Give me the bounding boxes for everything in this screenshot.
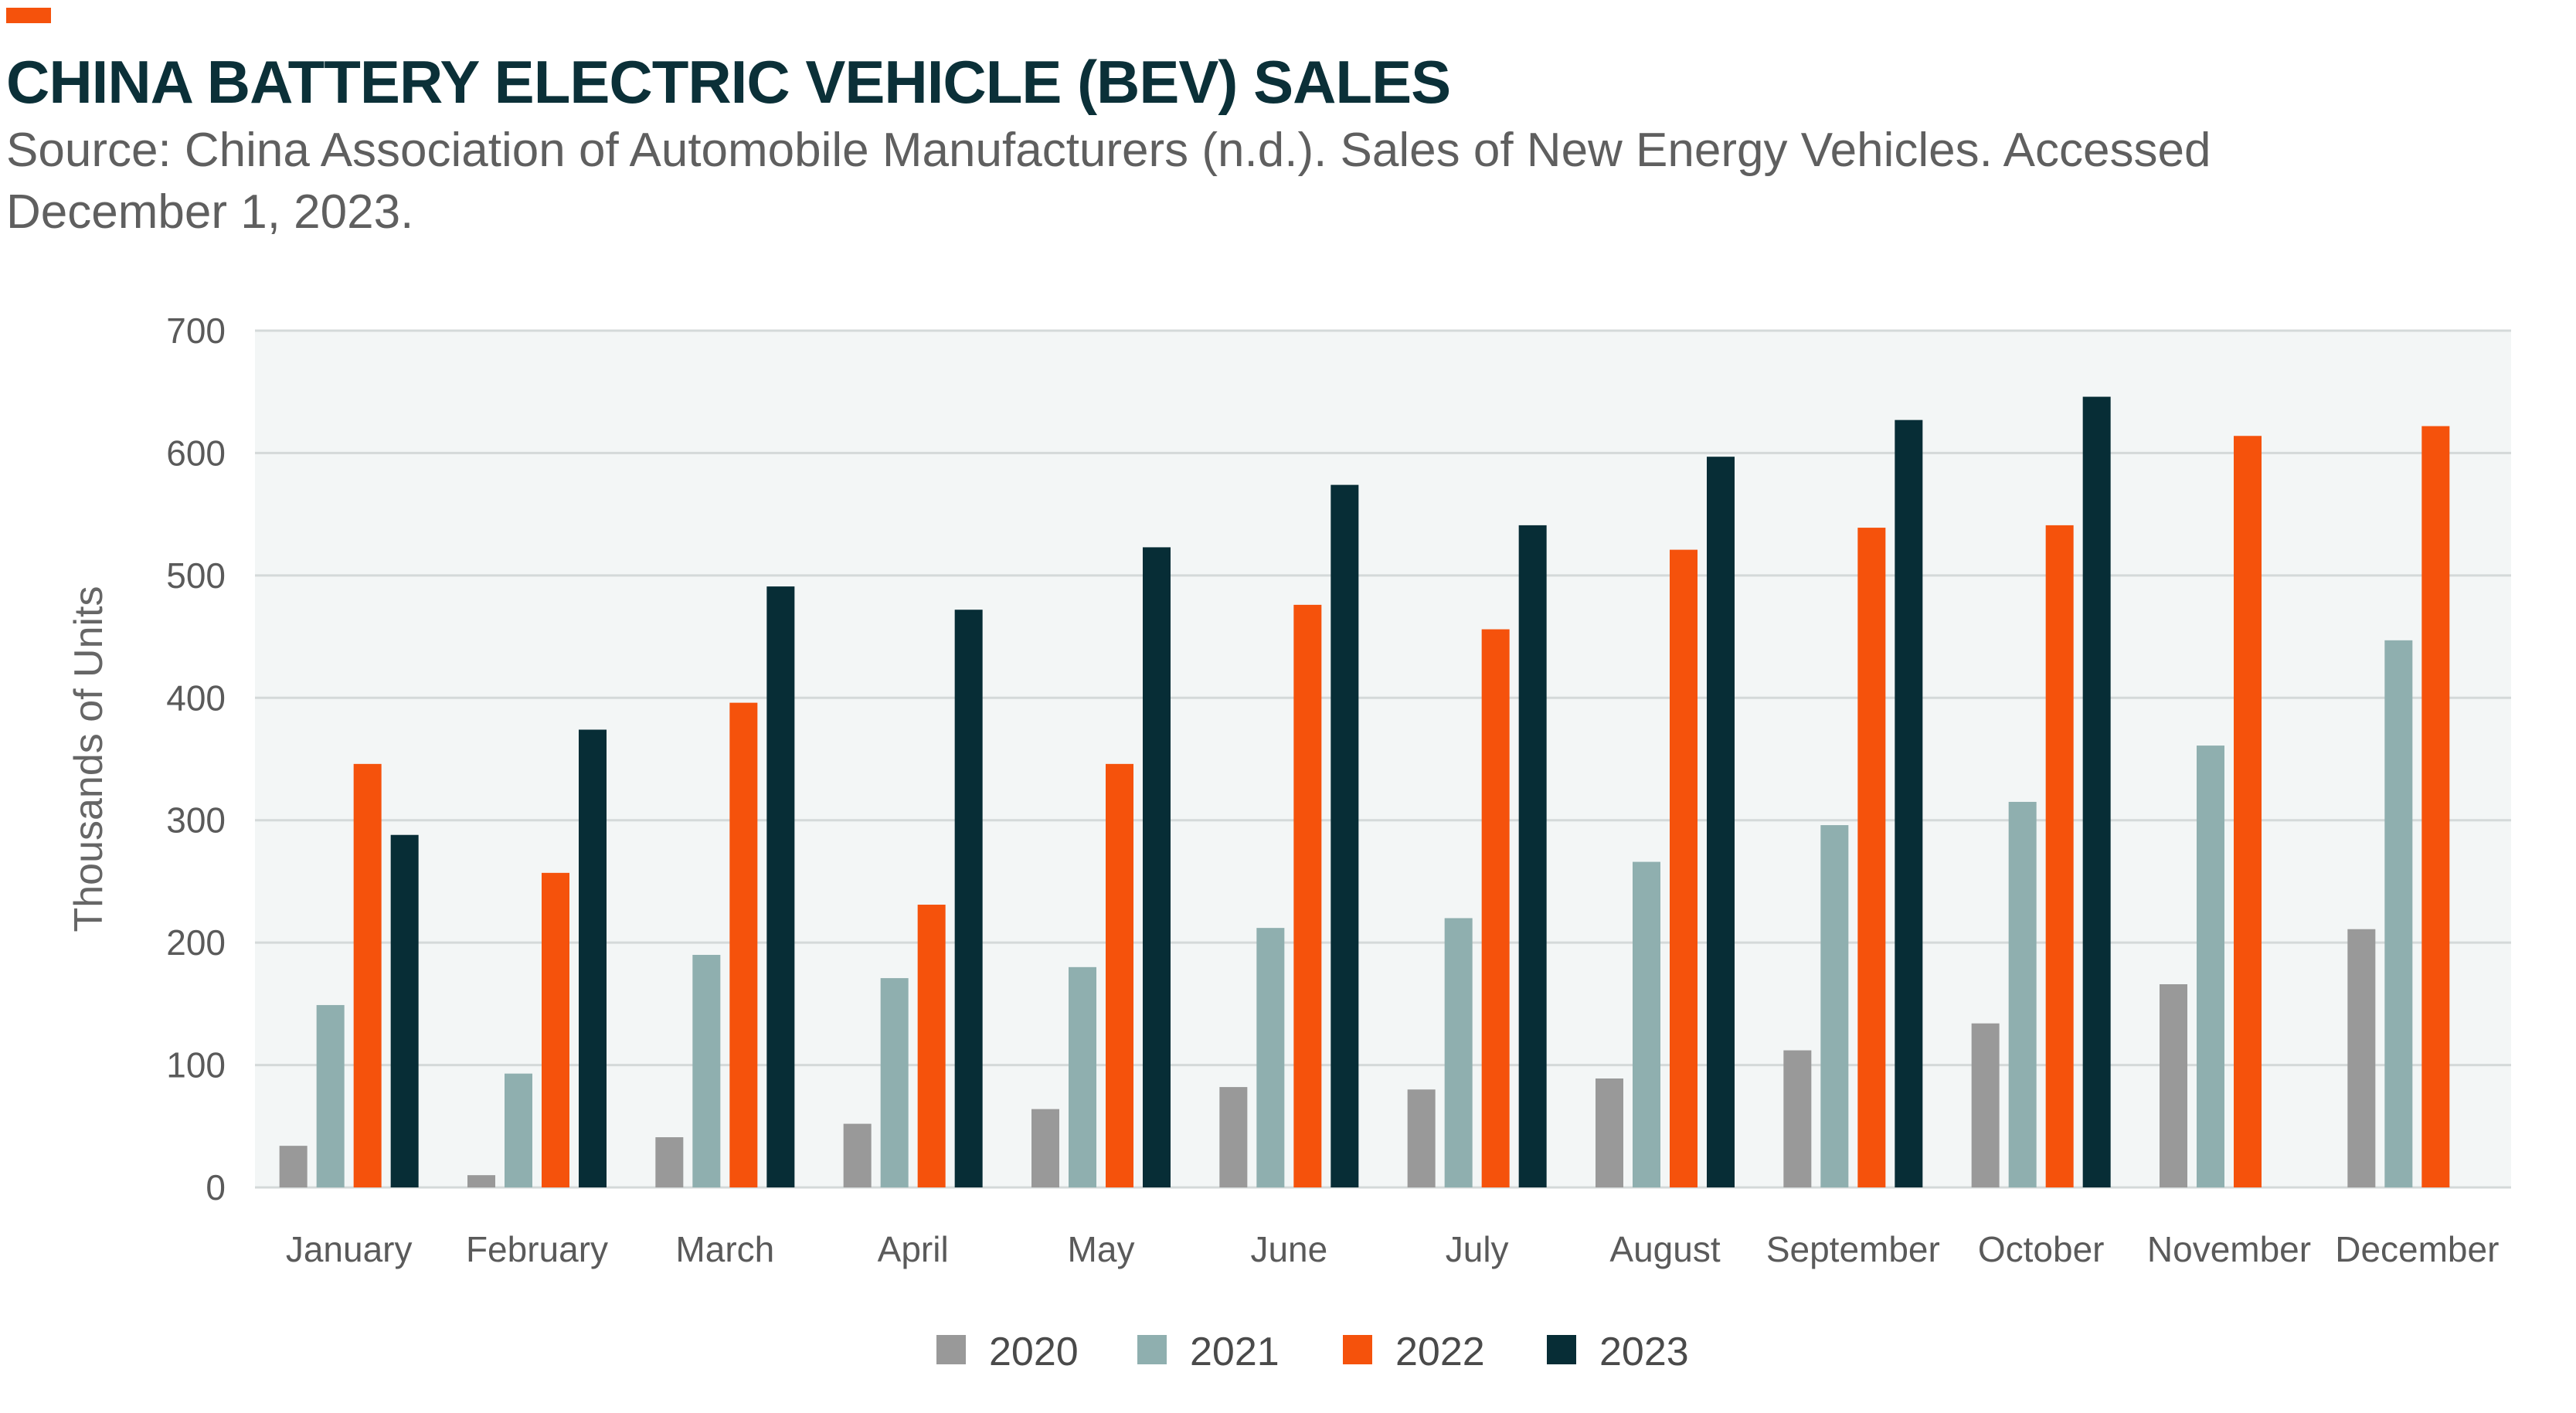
y-tick-label: 500 (166, 555, 226, 596)
bar-2020-august (1596, 1078, 1623, 1187)
bar-2021-july (1444, 918, 1473, 1187)
bar-2022-july (1481, 629, 1510, 1187)
bar-2021-september (1820, 825, 1849, 1187)
bar-2020-october (1971, 1023, 2000, 1187)
bar-2022-october (2045, 525, 2074, 1187)
bar-2023-may (1143, 547, 1171, 1187)
legend-label-2023: 2023 (1599, 1330, 1689, 1374)
chart-source-note: Source: China Association of Automobile … (6, 124, 2211, 239)
bar-2023-january (390, 834, 419, 1187)
bar-2023-june (1330, 484, 1359, 1187)
bar-2021-june (1256, 928, 1285, 1187)
bar-2020-september (1783, 1050, 1812, 1187)
y-tick-label: 700 (166, 311, 226, 351)
y-tick-label: 300 (166, 800, 226, 841)
bar-2021-december (2384, 640, 2413, 1187)
bar-2022-september (1857, 528, 1886, 1187)
legend-swatch-2023 (1547, 1335, 1576, 1364)
y-axis-title: Thousands of Units (66, 586, 111, 932)
bar-2022-november (2234, 436, 2262, 1187)
x-tick-label: November (2147, 1229, 2311, 1269)
y-tick-label: 600 (166, 433, 226, 473)
bar-2020-july (1407, 1089, 1436, 1187)
legend-swatch-2022 (1343, 1335, 1372, 1364)
bar-2022-february (542, 872, 569, 1187)
gridlines (255, 329, 2511, 1189)
bar-2021-may (1069, 966, 1096, 1187)
x-tick-label: October (1978, 1229, 2105, 1269)
plot-area (255, 331, 2511, 1187)
x-tick-label: January (286, 1229, 413, 1269)
y-tick-label: 400 (166, 678, 226, 718)
x-axis-ticks: January February March April May June July Augu… (286, 1229, 2500, 1269)
x-tick-label: December (2335, 1229, 2499, 1269)
bars (279, 396, 2450, 1187)
bar-2020-march (655, 1137, 684, 1187)
bar-2023-july (1518, 525, 1547, 1187)
bar-2023-october (2082, 396, 2111, 1187)
bar-2021-november (2197, 746, 2224, 1187)
x-tick-label: March (675, 1229, 774, 1269)
bar-2021-january (316, 1004, 345, 1187)
bar-2023-april (954, 610, 983, 1187)
bar-2023-march (766, 586, 795, 1187)
y-tick-label: 0 (206, 1167, 226, 1208)
x-tick-label: July (1446, 1229, 1509, 1269)
x-tick-label: June (1250, 1229, 1327, 1269)
bar-2023-september (1895, 419, 1923, 1187)
bar-2022-march (729, 702, 758, 1187)
legend-swatch-2020 (936, 1335, 966, 1364)
bar-2020-december (2347, 929, 2376, 1187)
y-axis-ticks: 0 100 200 300 400 500 600 700 (166, 311, 226, 1208)
legend-swatch-2021 (1137, 1335, 1167, 1364)
legend: 2020 2021 2022 2023 (936, 1330, 1689, 1374)
chart-title: CHINA BATTERY ELECTRIC VEHICLE (BEV) SAL… (6, 48, 1451, 116)
bar-2020-june (1219, 1087, 1248, 1187)
x-tick-label: May (1068, 1229, 1135, 1269)
bar-2021-october (2008, 801, 2037, 1187)
bar-2020-november (2160, 984, 2187, 1187)
bar-2021-march (692, 954, 721, 1187)
x-tick-label: February (466, 1229, 608, 1269)
bar-2023-august (1707, 457, 1735, 1187)
legend-label-2021: 2021 (1190, 1330, 1280, 1374)
bar-2022-june (1293, 604, 1322, 1187)
bar-2021-february (505, 1073, 532, 1187)
bar-2022-may (1106, 763, 1133, 1187)
x-tick-label: September (1766, 1229, 1940, 1269)
legend-label-2022: 2022 (1395, 1330, 1485, 1374)
bar-2020-january (279, 1146, 308, 1187)
y-tick-label: 200 (166, 922, 226, 963)
bar-2020-may (1031, 1109, 1059, 1187)
accent-bar (6, 8, 51, 23)
bar-2021-august (1633, 861, 1660, 1187)
bar-2022-january (353, 763, 382, 1187)
x-tick-label: August (1609, 1229, 1720, 1269)
x-tick-label: April (878, 1229, 949, 1269)
y-tick-label: 100 (166, 1045, 226, 1085)
bar-2023-february (579, 729, 607, 1187)
bar-2022-april (917, 905, 946, 1187)
bar-2020-february (467, 1175, 495, 1187)
legend-label-2020: 2020 (989, 1330, 1079, 1374)
bar-2022-august (1670, 549, 1698, 1187)
bar-2020-april (843, 1123, 872, 1187)
bar-2021-april (880, 978, 909, 1187)
bar-2022-december (2421, 426, 2450, 1187)
